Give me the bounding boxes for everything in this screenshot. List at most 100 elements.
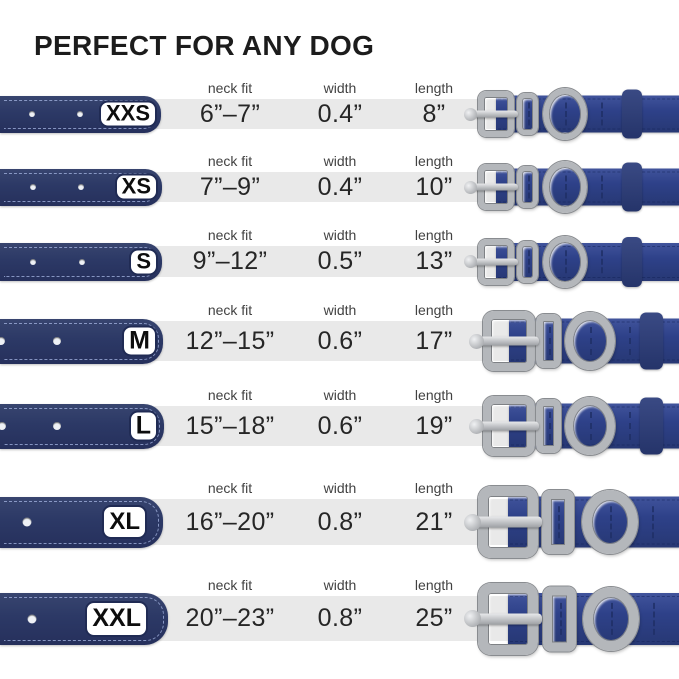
stitch-mark bbox=[629, 327, 631, 355]
row-band bbox=[0, 321, 679, 361]
column-header-neck-fit: neck fit bbox=[207, 153, 253, 169]
stitch-mark bbox=[653, 602, 655, 635]
row-band bbox=[0, 246, 679, 277]
stitch-mark bbox=[548, 327, 551, 355]
stitch-mark bbox=[558, 506, 560, 538]
collar-strap-right bbox=[508, 496, 679, 548]
row-band bbox=[0, 172, 679, 202]
row-band bbox=[0, 596, 679, 641]
buckle-prong-icon bbox=[468, 110, 518, 118]
column-header-width: width bbox=[323, 302, 357, 318]
stitch-mark bbox=[601, 249, 603, 274]
column-header-length: length bbox=[414, 387, 454, 403]
size-badge: M bbox=[122, 325, 157, 357]
stitch-mark bbox=[610, 506, 612, 538]
column-header-neck-fit: neck fit bbox=[207, 480, 253, 496]
column-header-width: width bbox=[323, 577, 357, 593]
collar-strap-left: L bbox=[0, 403, 164, 449]
stitch-mark bbox=[548, 412, 551, 440]
column-header-width: width bbox=[323, 480, 357, 496]
buckle-frame-icon bbox=[483, 396, 535, 456]
collar-keeper-loop bbox=[622, 162, 642, 212]
buckle-frame-icon bbox=[478, 164, 514, 210]
buckle-frame-icon bbox=[478, 91, 514, 137]
buckle-frame-icon bbox=[478, 582, 538, 655]
d-ring-icon bbox=[543, 235, 587, 288]
length-value: 19” bbox=[415, 412, 453, 440]
stitch-mark bbox=[652, 506, 654, 538]
collar-buckle-assembly bbox=[468, 582, 679, 655]
buckle-frame-icon bbox=[483, 311, 535, 371]
column-header-width: width bbox=[323, 153, 357, 169]
buckle-frame-icon bbox=[478, 238, 514, 285]
neck-fit-value: 12”–15” bbox=[185, 327, 275, 355]
stitch-mark bbox=[611, 602, 613, 635]
collar-hole bbox=[30, 258, 36, 265]
collar-hole bbox=[22, 517, 32, 527]
collar-buckle-assembly bbox=[468, 486, 679, 558]
buckle-keeper-icon bbox=[517, 166, 538, 208]
row-band bbox=[0, 406, 679, 446]
row-band bbox=[0, 499, 679, 545]
length-value: 17” bbox=[415, 327, 453, 355]
size-badge: XXL bbox=[85, 600, 148, 637]
stitch-mark bbox=[565, 102, 567, 126]
collar-strap-right bbox=[509, 318, 679, 364]
length-value: 10” bbox=[415, 173, 453, 201]
d-ring-icon bbox=[565, 397, 615, 455]
stitch-mark bbox=[601, 102, 603, 126]
stitch-mark bbox=[629, 412, 631, 440]
collar-hole bbox=[29, 111, 35, 117]
stitch-mark bbox=[527, 249, 530, 274]
row-band bbox=[0, 99, 679, 129]
buckle-prong-icon bbox=[468, 183, 518, 191]
column-header-width: width bbox=[323, 387, 357, 403]
collar-hole bbox=[78, 184, 84, 190]
buckle-keeper-icon bbox=[536, 314, 561, 368]
buckle-keeper-icon bbox=[536, 399, 561, 453]
neck-fit-value: 20”–23” bbox=[185, 604, 275, 632]
stitch-mark bbox=[527, 102, 530, 126]
collar-keeper-loop bbox=[622, 89, 642, 139]
collar-strap-right bbox=[496, 95, 679, 133]
buckle-frame-icon bbox=[478, 486, 538, 558]
stitch-mark bbox=[559, 602, 562, 635]
collar-keeper-loop bbox=[640, 397, 663, 455]
column-header-neck-fit: neck fit bbox=[207, 302, 253, 318]
neck-fit-value: 6”–7” bbox=[199, 100, 261, 128]
width-value: 0.5” bbox=[317, 247, 363, 275]
neck-fit-value: 16”–20” bbox=[185, 508, 275, 536]
buckle-prong-icon bbox=[473, 421, 539, 431]
collar-strap-right bbox=[508, 592, 679, 645]
column-header-length: length bbox=[414, 227, 454, 243]
size-badge: XL bbox=[102, 505, 147, 539]
length-value: 13” bbox=[415, 247, 453, 275]
column-header-neck-fit: neck fit bbox=[207, 80, 253, 96]
collar-buckle-assembly bbox=[468, 161, 679, 213]
collar-strap-left: M bbox=[0, 318, 163, 364]
size-badge: XXS bbox=[98, 100, 157, 128]
collar-hole bbox=[27, 614, 37, 623]
collar-hole bbox=[53, 337, 61, 345]
stitch-mark bbox=[527, 175, 530, 199]
d-ring-icon bbox=[565, 312, 615, 370]
stitch-mark bbox=[601, 175, 603, 199]
collar-strap-left: S bbox=[0, 242, 162, 281]
collar-strap-right bbox=[496, 168, 679, 206]
collar-buckle-assembly bbox=[470, 396, 679, 456]
length-value: 8” bbox=[422, 100, 446, 128]
buckle-keeper-icon bbox=[517, 93, 538, 135]
stitch-mark bbox=[590, 412, 592, 440]
page-title: PERFECT FOR ANY DOG bbox=[34, 30, 375, 61]
d-ring-icon bbox=[543, 88, 587, 140]
buckle-keeper-icon bbox=[542, 490, 574, 554]
neck-fit-value: 9”–12” bbox=[192, 247, 268, 275]
buckle-prong-icon bbox=[468, 258, 518, 265]
column-header-width: width bbox=[323, 80, 357, 96]
